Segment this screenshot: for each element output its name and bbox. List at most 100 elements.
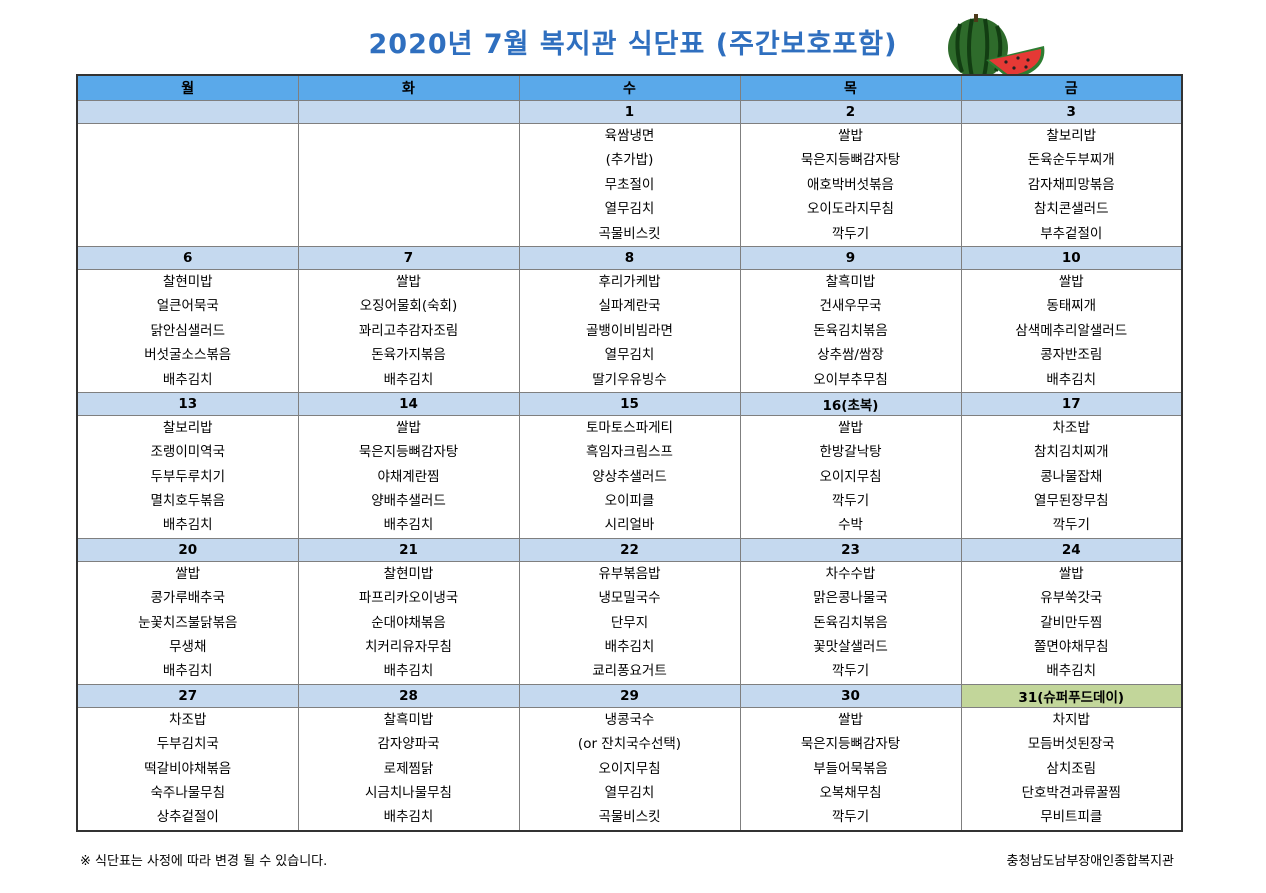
menu-item: 배추김치 — [383, 809, 434, 826]
menu-item: 콩자반조림 — [1040, 347, 1103, 364]
menu-item: 배추김치 — [383, 517, 434, 534]
weekday-header: 화 — [297, 74, 520, 101]
menu-item: 쌀밥 — [838, 128, 863, 144]
weekday-header-row: 월 화 수 목 금 — [76, 74, 1183, 101]
date-cell: 6 — [76, 245, 299, 270]
weekday-header: 목 — [739, 74, 962, 101]
menu-cell: 찰현미밥 얼큰어묵국 닭안심샐러드 버섯굴소스볶음 배추김치 — [76, 268, 299, 393]
menu-item: 시리얼바 — [604, 517, 655, 534]
menu-item: 묵은지등뼈감자탕 — [358, 444, 459, 461]
menu-item: 차조밥 — [1052, 419, 1090, 436]
date-cell: 14 — [297, 391, 520, 416]
menu-item: 찰흑미밥 — [825, 273, 876, 290]
menu-item: 오복채무침 — [819, 784, 882, 801]
menu-item: 치커리유자무침 — [365, 639, 452, 656]
menu-item: 닭안심샐러드 — [150, 322, 226, 339]
menu-cell: 쌀밥 오징어물회(숙회) 꽈리고추감자조림 돈육가지볶음 배추김치 — [297, 268, 520, 393]
menu-item: (추가밥) — [605, 152, 654, 169]
menu-item: 시금치나물무침 — [365, 784, 452, 801]
menu-item: 유부볶음밥 — [598, 565, 661, 582]
menu-item: 배추김치 — [383, 371, 434, 388]
menu-item: 콩나물잡채 — [1040, 468, 1103, 485]
menu-item: 실파계란국 — [598, 298, 661, 315]
menu-cell — [76, 123, 299, 247]
menu-item: 골뱅이비빔라면 — [586, 322, 673, 339]
menu-item: 조랭이미역국 — [150, 444, 226, 461]
menu-item: 오이도라지무침 — [807, 201, 894, 218]
menu-item: 부들어묵볶음 — [813, 760, 888, 777]
menu-row: 찰현미밥 얼큰어묵국 닭안심샐러드 버섯굴소스볶음 배추김치 쌀밥 오징어물회(숙회) 꽈리고… — [76, 268, 1183, 393]
menu-item: 양상추샐러드 — [592, 468, 667, 485]
menu-cell: 쌀밥 한방갈낙탕 오이지무침 깍두기 수박 — [739, 414, 962, 539]
date-cell: 30 — [739, 683, 962, 708]
menu-item: 돈육가지볶음 — [371, 347, 446, 364]
menu-item: 콩가루배추국 — [150, 590, 226, 607]
menu-cell: 토마토스파게티 흑임자크림스프 양상추샐러드 오이피클 시리얼바 — [518, 414, 741, 539]
menu-item: 꽃맛살샐러드 — [813, 639, 888, 656]
menu-item: 열무김치 — [604, 201, 655, 218]
menu-cell: 차조밥 두부김치국 떡갈비야채볶음 숙주나물무침 상추겉절이 — [76, 706, 299, 832]
date-row: 27 28 29 30 31(슈퍼푸드데이) — [76, 683, 1183, 708]
menu-item: 돈육순두부찌개 — [1027, 152, 1115, 169]
menu-item: 로제찜닭 — [383, 760, 434, 777]
menu-item: 곡물비스킷 — [598, 225, 661, 242]
menu-cell: 유부볶음밥 냉모밀국수 단무지 배추김치 쿄리퐁요거트 — [518, 560, 741, 685]
menu-item: 감자채피망볶음 — [1027, 176, 1115, 193]
menu-row: 찰보리밥 조랭이미역국 두부두루치기 멸치호두볶음 배추김치 쌀밥 묵은지등뼈감자탕 야채계란… — [76, 414, 1183, 539]
date-cell: 15 — [518, 391, 741, 416]
menu-item: 냉콩국수 — [604, 711, 655, 728]
menu-cell: 쌀밥 묵은지등뼈감자탕 애호박버섯볶음 오이도라지무침 깍두기 — [739, 123, 962, 247]
menu-cell: 쌀밥 콩가루배추국 눈꽃치즈불닭볶음 무생채 배추김치 — [76, 560, 299, 685]
menu-cell: 찰보리밥 돈육순두부찌개 감자채피망볶음 참치콘샐러드 부추겉절이 — [960, 123, 1183, 247]
menu-cell: 차수수밥 맑은콩나물국 돈육김치볶음 꽃맛살샐러드 깍두기 — [739, 560, 962, 685]
menu-item: 냉모밀국수 — [598, 590, 661, 607]
menu-item: 쫄면야채무침 — [1033, 639, 1109, 656]
date-cell: 23 — [739, 537, 962, 562]
menu-item: 돈육김치볶음 — [813, 322, 888, 339]
menu-cell: 쌀밥 동태찌개 삼색메추리알샐러드 콩자반조림 배추김치 — [960, 268, 1183, 393]
weekday-header: 수 — [518, 74, 741, 101]
menu-item: 무비트피클 — [1040, 809, 1103, 826]
menu-cell: 찰보리밥 조랭이미역국 두부두루치기 멸치호두볶음 배추김치 — [76, 414, 299, 539]
menu-item: 쌀밥 — [838, 419, 863, 436]
menu-item: 깍두기 — [1052, 517, 1090, 534]
menu-item: 찰보리밥 — [1046, 128, 1097, 144]
menu-item: 삼치조림 — [1046, 760, 1097, 777]
weekday-header: 금 — [960, 74, 1183, 101]
menu-item: 눈꽃치즈불닭볶음 — [138, 614, 238, 631]
date-cell: 29 — [518, 683, 741, 708]
menu-item: 삼색메추리알샐러드 — [1015, 322, 1128, 339]
date-cell: 21 — [297, 537, 520, 562]
menu-item: 쌀밥 — [1058, 565, 1084, 582]
menu-body: 1 2 3 육쌈냉면 (추가밥) 무초절이 열무김치 곡물비스킷 쌀밥 묵은지등뼈감자탕 애호박버섯… — [76, 100, 1183, 832]
menu-item: 배추김치 — [383, 663, 434, 680]
weekday-header: 월 — [76, 74, 299, 101]
watermelon-icon — [946, 14, 1045, 83]
menu-item: 양배추샐러드 — [371, 493, 446, 510]
menu-item: 열무된장무침 — [1033, 493, 1109, 510]
menu-cell: 쌀밥 유부쑥갓국 갈비만두찜 쫄면야채무침 배추김치 — [960, 560, 1183, 685]
menu-cell: 찰흑미밥 감자양파국 로제찜닭 시금치나물무침 배추김치 — [297, 706, 520, 832]
menu-item: 깍두기 — [831, 663, 870, 680]
menu-item: 육쌈냉면 — [604, 128, 655, 144]
menu-item: 배추김치 — [162, 371, 213, 388]
menu-item: 한방갈낙탕 — [819, 444, 882, 461]
menu-item: 묵은지등뼈감자탕 — [800, 152, 901, 169]
date-cell — [297, 100, 520, 124]
menu-row: 차조밥 두부김치국 떡갈비야채볶음 숙주나물무침 상추겉절이 찰흑미밥 감자양파국 로제찜닭 시… — [76, 706, 1183, 832]
menu-item: 돈육김치볶음 — [813, 614, 888, 631]
menu-item: 찰현미밥 — [383, 565, 434, 582]
menu-item: 갈비만두찜 — [1040, 614, 1103, 631]
menu-item: 찰흑미밥 — [383, 711, 434, 728]
menu-item: 맑은콩나물국 — [813, 590, 888, 607]
menu-item: 깍두기 — [831, 493, 870, 510]
menu-row: 쌀밥 콩가루배추국 눈꽃치즈불닭볶음 무생채 배추김치 찰현미밥 파프리카오이냉국 순대야채볶… — [76, 560, 1183, 685]
date-cell: 8 — [518, 245, 741, 270]
menu-item: 멸치호두볶음 — [150, 493, 226, 510]
menu-item: 애호박버섯볶음 — [807, 176, 894, 193]
page-title: 2020년 7월 복지관 식단표 (주간보호포함) — [368, 29, 898, 60]
menu-item: 열무김치 — [604, 784, 655, 801]
menu-item: 수박 — [838, 517, 863, 534]
menu-cell: 후리가케밥 실파계란국 골뱅이비빔라면 열무김치 딸기우유빙수 — [518, 268, 741, 393]
menu-item: 유부쑥갓국 — [1040, 590, 1103, 607]
